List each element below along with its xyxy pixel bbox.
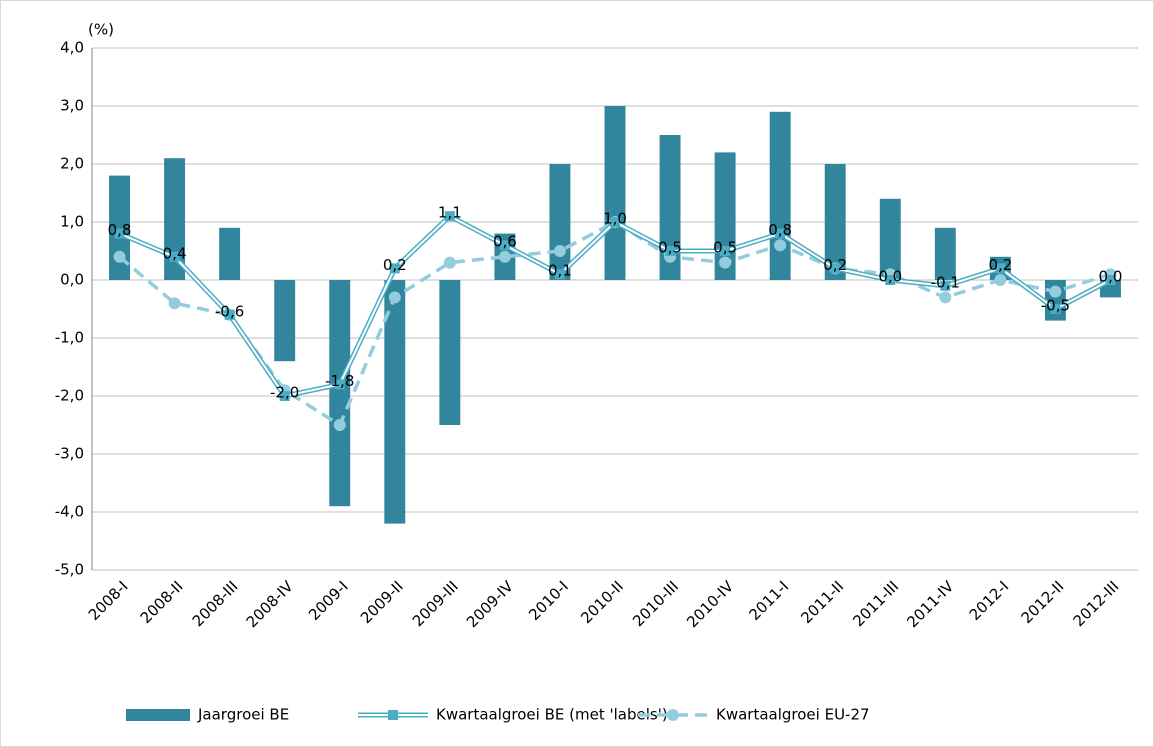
marker bbox=[169, 251, 180, 262]
marker bbox=[388, 291, 401, 304]
data-label: 0,8 bbox=[108, 221, 132, 239]
bar bbox=[769, 111, 791, 280]
y-tick-label: -1,0 bbox=[55, 329, 84, 347]
y-tick-label: -5,0 bbox=[55, 561, 84, 579]
bar bbox=[879, 198, 901, 280]
unit-label: (%) bbox=[88, 21, 114, 39]
data-label: -0,1 bbox=[931, 273, 960, 291]
marker bbox=[719, 256, 732, 269]
y-tick-label: 3,0 bbox=[60, 97, 84, 115]
data-label: -2,0 bbox=[270, 384, 299, 402]
data-label: 0,2 bbox=[383, 256, 407, 274]
marker bbox=[114, 228, 125, 239]
bar bbox=[934, 227, 956, 280]
marker bbox=[333, 419, 346, 431]
data-label: 0,5 bbox=[713, 239, 737, 257]
marker bbox=[1049, 285, 1062, 298]
marker bbox=[940, 280, 951, 291]
marker bbox=[830, 263, 841, 274]
legend-label: Kwartaalgroei BE (met 'labels') bbox=[436, 706, 668, 724]
marker bbox=[775, 228, 786, 239]
marker bbox=[885, 275, 896, 285]
legend-swatch bbox=[388, 710, 398, 720]
marker bbox=[665, 246, 676, 256]
marker bbox=[168, 297, 181, 310]
bar bbox=[604, 106, 626, 280]
marker bbox=[443, 256, 456, 269]
marker bbox=[499, 240, 510, 251]
marker bbox=[720, 246, 731, 256]
marker bbox=[113, 250, 126, 263]
y-tick-label: 4,0 bbox=[60, 39, 84, 57]
bar bbox=[439, 280, 461, 425]
legend-label: Kwartaalgroei EU-27 bbox=[716, 706, 870, 724]
data-label: 0,4 bbox=[163, 244, 187, 262]
data-label: 1,1 bbox=[438, 204, 462, 222]
legend-swatch bbox=[667, 709, 679, 721]
bar bbox=[824, 164, 846, 280]
marker bbox=[1105, 275, 1116, 285]
bar bbox=[329, 280, 351, 507]
legend-label: Jaargroei BE bbox=[197, 706, 289, 724]
marker bbox=[994, 274, 1007, 286]
marker bbox=[554, 269, 565, 280]
data-label: 0,8 bbox=[768, 221, 792, 239]
marker bbox=[1050, 304, 1061, 314]
marker bbox=[939, 291, 952, 304]
data-label: -0,5 bbox=[1041, 297, 1070, 315]
data-label: 0,0 bbox=[1099, 268, 1123, 286]
marker bbox=[279, 391, 290, 401]
y-tick-label: -4,0 bbox=[55, 503, 84, 521]
data-label: 0,1 bbox=[548, 262, 572, 280]
bar bbox=[164, 158, 186, 280]
legend-swatch bbox=[126, 709, 190, 721]
marker bbox=[224, 309, 235, 320]
data-label: 0,6 bbox=[493, 233, 517, 251]
marker bbox=[444, 211, 455, 222]
data-label: 0,0 bbox=[878, 268, 902, 286]
y-tick-label: -2,0 bbox=[55, 387, 84, 405]
y-tick-label: 2,0 bbox=[60, 155, 84, 173]
data-label: -0,6 bbox=[215, 302, 244, 320]
bar bbox=[219, 227, 241, 280]
marker bbox=[498, 250, 511, 263]
y-tick-label: -3,0 bbox=[55, 445, 84, 463]
marker bbox=[389, 263, 400, 274]
y-tick-label: 1,0 bbox=[60, 213, 84, 231]
marker bbox=[334, 379, 345, 390]
data-label: 1,0 bbox=[603, 210, 627, 228]
marker bbox=[553, 245, 566, 257]
y-tick-label: 0,0 bbox=[60, 271, 84, 289]
bar bbox=[659, 135, 681, 280]
bar bbox=[274, 280, 296, 362]
bar bbox=[384, 280, 406, 524]
marker bbox=[995, 263, 1006, 274]
marker bbox=[610, 217, 620, 227]
data-label: 0,2 bbox=[823, 256, 847, 274]
marker bbox=[774, 239, 787, 252]
data-label: 0,5 bbox=[658, 239, 682, 257]
data-label: 0,2 bbox=[988, 256, 1012, 274]
data-label: -1,8 bbox=[325, 372, 354, 390]
